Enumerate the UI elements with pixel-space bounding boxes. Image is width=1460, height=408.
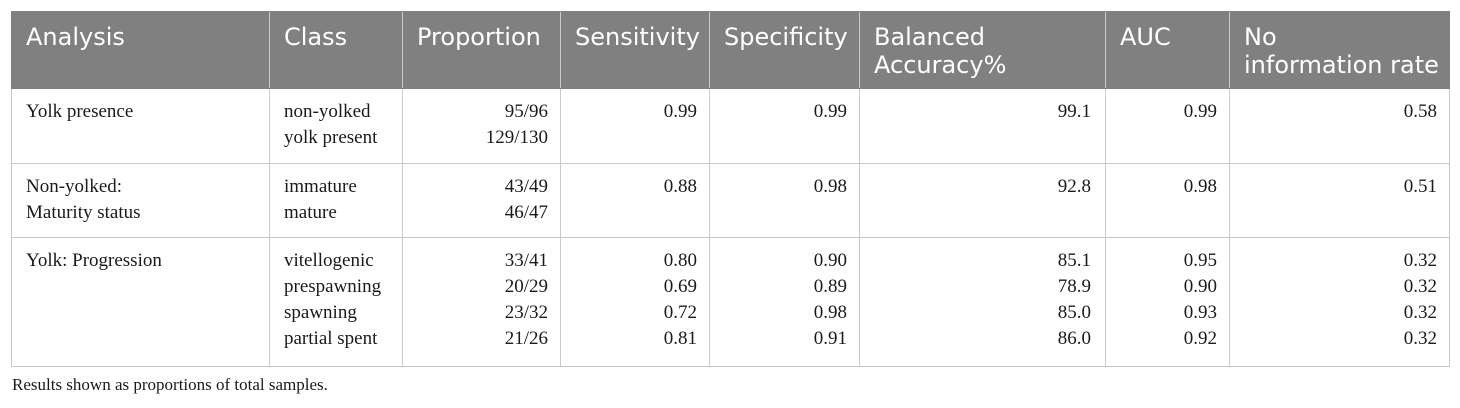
cell-proportion: 95/96 129/130 bbox=[402, 88, 561, 164]
cell-sensitivity: 0.80 0.69 0.72 0.81 bbox=[560, 237, 710, 367]
cell-proportion: 33/41 20/29 23/32 21/26 bbox=[402, 237, 561, 367]
cell-class: vitellogenic prespawning spawning partia… bbox=[269, 237, 403, 367]
cell-analysis: Yolk presence bbox=[11, 88, 270, 164]
cell-sensitivity: 0.99 bbox=[560, 88, 710, 164]
table-row: Non-yolked: Maturity status immature mat… bbox=[11, 163, 1450, 238]
cell-class: non-yolked yolk present bbox=[269, 88, 403, 164]
header-sensitivity: Sensitivity bbox=[560, 11, 710, 89]
cell-sensitivity: 0.88 bbox=[560, 163, 710, 238]
cell-balanced-accuracy: 92.8 bbox=[859, 163, 1106, 238]
table-body: Yolk presence non-yolked yolk present 95… bbox=[11, 88, 1450, 367]
cell-specificity: 0.90 0.89 0.98 0.91 bbox=[709, 237, 860, 367]
cell-balanced-accuracy: 99.1 bbox=[859, 88, 1106, 164]
cell-balanced-accuracy: 85.1 78.9 85.0 86.0 bbox=[859, 237, 1106, 367]
cell-no-information-rate: 0.32 0.32 0.32 0.32 bbox=[1229, 237, 1450, 367]
header-balanced-accuracy: Balanced Accuracy% bbox=[859, 11, 1106, 89]
header-class: Class bbox=[269, 11, 403, 89]
cell-specificity: 0.98 bbox=[709, 163, 860, 238]
cell-no-information-rate: 0.58 bbox=[1229, 88, 1450, 164]
header-analysis: Analysis bbox=[11, 11, 270, 89]
results-table: Analysis Class Proportion Sensitivity Sp… bbox=[11, 11, 1450, 367]
table-row: Yolk: Progression vitellogenic prespawni… bbox=[11, 237, 1450, 367]
cell-auc: 0.99 bbox=[1105, 88, 1230, 164]
table-row: Yolk presence non-yolked yolk present 95… bbox=[11, 88, 1450, 164]
cell-analysis: Yolk: Progression bbox=[11, 237, 270, 367]
header-no-information-rate: No information rate bbox=[1229, 11, 1450, 89]
header-auc: AUC bbox=[1105, 11, 1230, 89]
cell-no-information-rate: 0.51 bbox=[1229, 163, 1450, 238]
cell-auc: 0.98 bbox=[1105, 163, 1230, 238]
cell-class: immature mature bbox=[269, 163, 403, 238]
cell-specificity: 0.99 bbox=[709, 88, 860, 164]
table-header: Analysis Class Proportion Sensitivity Sp… bbox=[11, 11, 1450, 89]
table-footnote: Results shown as proportions of total sa… bbox=[12, 375, 328, 394]
header-proportion: Proportion bbox=[402, 11, 561, 89]
header-specificity: Specificity bbox=[709, 11, 860, 89]
cell-proportion: 43/49 46/47 bbox=[402, 163, 561, 238]
cell-analysis: Non-yolked: Maturity status bbox=[11, 163, 270, 238]
cell-auc: 0.95 0.90 0.93 0.92 bbox=[1105, 237, 1230, 367]
header-row: Analysis Class Proportion Sensitivity Sp… bbox=[11, 11, 1450, 89]
